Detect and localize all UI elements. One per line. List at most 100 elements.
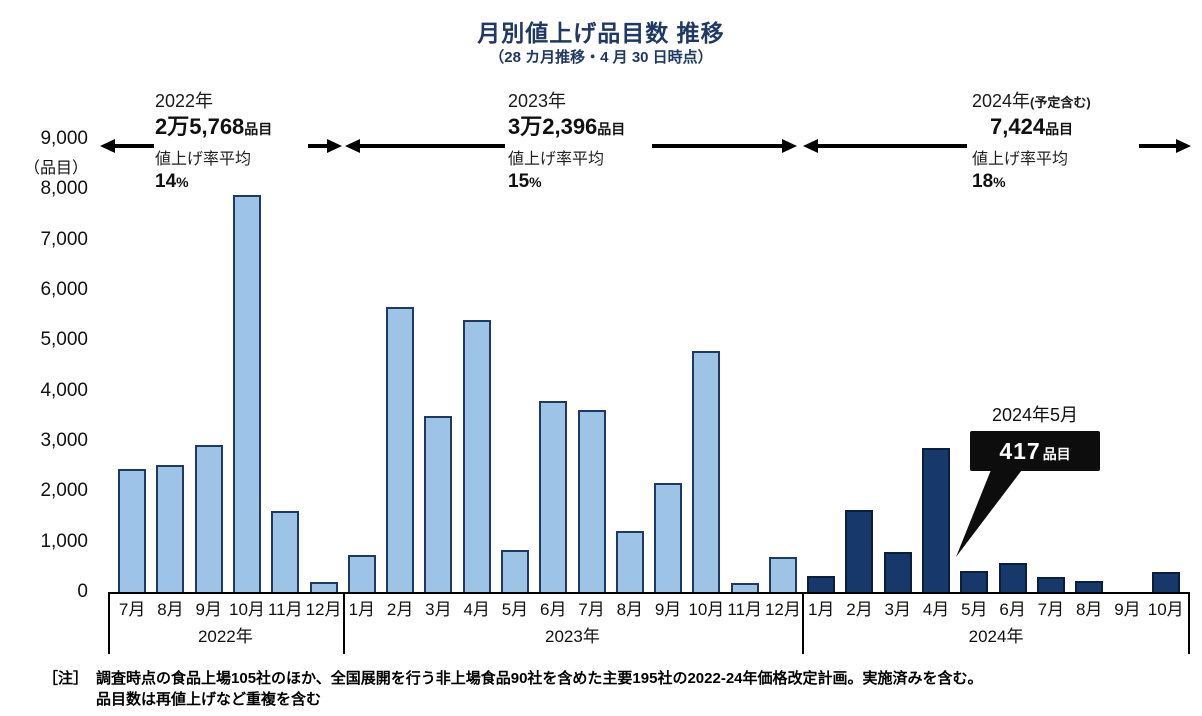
- x-label-2024-10月: 10月: [1147, 600, 1184, 619]
- bar-2024-2月: [845, 510, 874, 592]
- section-header-2022: 2022年 2万5,768品目 値上げ率平均 14%: [155, 90, 272, 194]
- section-total-items: 3万2,396品目: [508, 114, 626, 139]
- bar-slot-2024-1: [802, 139, 840, 592]
- bar-2023-4月: [462, 320, 491, 592]
- bar-2022-12月: [309, 582, 338, 592]
- bar-2023-10月: [692, 351, 721, 592]
- x-label-2022-9月: 9月: [195, 600, 222, 619]
- footnote-line-2: 品目数は再値上げなど重複を含む: [96, 691, 322, 708]
- section-header-2024: 2024年(予定含む) 7,424品目 値上げ率平均 18%: [972, 90, 1091, 194]
- bar-slot-2024-7: [1032, 139, 1070, 592]
- y-tick-9000: 9,000: [40, 128, 88, 149]
- callout-value: 417: [999, 437, 1041, 464]
- bar-2022-9月: [194, 445, 223, 592]
- bar-slot-2024-8: [1070, 139, 1108, 592]
- bar-slot-2022-1: [113, 139, 151, 592]
- x-label-2023-10月: 10月: [688, 600, 725, 619]
- bar-2023-9月: [654, 483, 683, 592]
- x-label-2023-4月: 4月: [463, 600, 490, 619]
- footnote-text: 調査時点の食品上場105社のほか、全国展開を行う非上場食品90社を含めた主要19…: [96, 668, 983, 710]
- bar-2024-3月: [883, 552, 912, 592]
- bar-2023-2月: [386, 307, 415, 592]
- section-total-items: 2万5,768品目: [155, 114, 273, 139]
- chart-subtitle: （28 カ月推移・4 月 30 日時点）: [489, 49, 713, 66]
- arrow-2024-left-icon: [803, 139, 967, 153]
- bar-2023-1月: [347, 555, 376, 592]
- bar-2023-3月: [424, 416, 453, 592]
- x-label-2023-2月: 2月: [386, 600, 414, 619]
- bar-slot-2024-2: [840, 139, 878, 592]
- bar-slot-2024-9: [1108, 139, 1146, 592]
- y-tick-7000: 7,000: [40, 228, 88, 250]
- bar-slot-2022-5: [266, 139, 304, 592]
- y-tick-2000: 2,000: [40, 480, 88, 502]
- year-label-2024: 2024年: [968, 627, 1024, 646]
- y-axis-unit-label: （品目）: [23, 160, 88, 177]
- bar-slot-2024-5: [955, 139, 993, 592]
- bar-slot-2022-4: [228, 139, 266, 592]
- bar-slot-2023-7: [572, 139, 610, 592]
- bar-2022-8月: [156, 465, 185, 592]
- y-tick-3000: 3,000: [40, 430, 88, 451]
- x-axis: 7月 8月 9月 10月 11月 12月 1月 2月 3月 4月 5月 6月 7月 8月 9月 10月 11月 1…: [108, 592, 1190, 654]
- bar-2023-8月: [615, 531, 644, 592]
- callout-unit: 品目: [1042, 446, 1071, 462]
- bar-2024-7月: [1036, 577, 1065, 592]
- x-label-2022-8月: 8月: [157, 600, 184, 619]
- year-label-2023: 2023年: [545, 627, 600, 646]
- bar-2023-12月: [768, 557, 797, 592]
- x-label-2022-12月: 12月: [305, 600, 342, 619]
- x-label-2024-3月: 3月: [884, 600, 911, 619]
- footnote-prefix: ［注］: [43, 670, 89, 687]
- x-label-2024-2月: 2月: [846, 600, 873, 619]
- x-label-2023-8月: 8月: [616, 600, 644, 619]
- x-label-2024-9月: 9月: [1114, 600, 1141, 619]
- bar-slot-2022-3: [190, 139, 228, 592]
- section-rate-value: 15%: [508, 171, 542, 192]
- y-tick-4000: 4,000: [40, 379, 88, 401]
- arrow-2022-left-icon: [100, 139, 154, 153]
- bar-2024-6月: [998, 563, 1027, 592]
- y-tick-5000: 5,000: [40, 329, 88, 351]
- bar-slot-2023-3: [419, 139, 457, 592]
- bar-2024-1月: [807, 576, 836, 592]
- bar-2023-5月: [500, 550, 529, 592]
- x-label-2024-8月: 8月: [1075, 600, 1103, 619]
- x-label-2023-1月: 1月: [348, 600, 376, 619]
- y-tick-6000: 6,000: [40, 279, 88, 300]
- x-label-2023-6月: 6月: [540, 600, 567, 619]
- x-label-2023-5月: 5月: [501, 600, 529, 619]
- x-axis-month-labels: 7月 8月 9月 10月 11月 12月 1月 2月 3月 4月 5月 6月 7月 8月 9月 10月 11月 1…: [108, 594, 1190, 624]
- bar-slot-2022-2: [151, 139, 189, 592]
- bar-2023-6月: [539, 401, 568, 592]
- bar-2024-8月: [1075, 581, 1104, 592]
- bar-2022-11月: [271, 511, 300, 592]
- x-axis-divider: [802, 594, 805, 654]
- y-tick-8000: 8,000: [40, 178, 88, 200]
- bar-slot-2023-11: [726, 139, 764, 592]
- x-label-2024-5月: 5月: [961, 600, 988, 619]
- section-rate-label: 値上げ率平均: [972, 151, 1069, 168]
- x-axis-divider: [108, 594, 110, 654]
- x-label-2024-6月: 6月: [999, 600, 1026, 619]
- callout-month-label: 2024年5月: [991, 405, 1079, 425]
- section-header-2023: 2023年 3万2,396品目 値上げ率平均 15%: [508, 90, 625, 194]
- x-label-2022-10月: 10月: [229, 600, 265, 619]
- section-total-items: 7,424品目: [990, 114, 1074, 139]
- section-rate-value: 14%: [155, 171, 189, 192]
- section-rate-value: 18%: [972, 171, 1006, 192]
- bar-slot-2023-10: [687, 139, 725, 592]
- x-label-2023-11月: 11月: [727, 600, 762, 619]
- bar-slot-2023-9: [649, 139, 687, 592]
- bar-slot-2024-4: [917, 139, 955, 592]
- bar-slot-2023-12: [764, 139, 802, 592]
- bar-slot-2023-8: [611, 139, 649, 592]
- arrow-2024-right-icon: [1139, 139, 1191, 153]
- y-tick-1000: 1,000: [40, 530, 88, 552]
- section-rate-label: 値上げ率平均: [508, 151, 605, 168]
- x-axis-year-labels: 2022年 2023年 2024年: [108, 624, 1190, 654]
- x-label-2024-7月: 7月: [1037, 600, 1065, 619]
- x-label-2023-7月: 7月: [578, 600, 605, 619]
- chart-title: 月別値上げ品目数 推移: [477, 20, 725, 46]
